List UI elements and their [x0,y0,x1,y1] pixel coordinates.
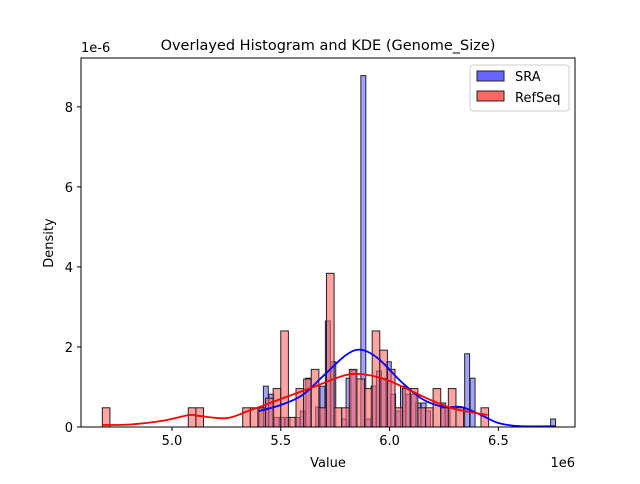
x-offset-label: 1e6 [550,456,575,471]
sra-kde-line [258,348,555,428]
refseq-bar [348,368,358,428]
x-axis-label: Value [310,456,346,471]
refseq-bar [187,407,197,428]
refseq-bar [371,330,381,428]
plot-frame [80,57,576,428]
legend-label-sra: SRA [515,70,541,85]
refseq-bar [386,368,396,428]
sra-bars [258,75,557,428]
refseq-bar [195,407,205,428]
x-tick-label: 5.0 [162,434,183,449]
refseq-bar [341,407,350,428]
legend-swatch-refseq [476,90,505,102]
legend-swatch-sra [476,70,505,82]
refseq-bar [440,407,449,428]
refseq-bar [303,378,312,428]
refseq-bar [310,368,320,428]
refseq-bar [325,272,335,428]
y-axis-ticks: 0 2 4 6 8 [65,101,81,436]
chart-title: Overlayed Histogram and KDE (Genome_Size… [161,38,496,54]
y-tick-label: 0 [65,421,73,436]
refseq-bar [318,407,327,428]
refseq-bar [280,330,289,428]
sra-bar [469,377,476,428]
refseq-bar [364,388,373,428]
x-axis-ticks: 5.0 5.5 6.0 6.5 [162,427,509,449]
refseq-bar [424,407,434,428]
refseq-bar [417,407,426,428]
y-tick-label: 8 [65,101,73,116]
sra-bar [464,353,471,428]
refseq-bar [287,416,297,428]
refseq-bar [402,388,411,428]
y-tick-label: 2 [65,341,73,356]
y-tick-label: 4 [65,261,73,276]
x-tick-label: 6.5 [488,434,509,449]
kde-curves [102,348,555,428]
legend: SRA RefSeq [469,64,570,112]
y-tick-label: 6 [65,181,73,196]
x-tick-label: 6.0 [379,434,400,449]
y-offset-label: 1e-6 [81,41,110,56]
x-tick-label: 5.5 [270,434,291,449]
y-axis-label: Density [42,218,57,268]
refseq-bar [356,378,366,428]
refseq-kde-line [102,372,488,426]
refseq-bar [394,407,404,428]
refseq-bar [333,407,343,428]
legend-label-refseq: RefSeq [515,91,561,106]
refseq-bar [432,388,442,428]
